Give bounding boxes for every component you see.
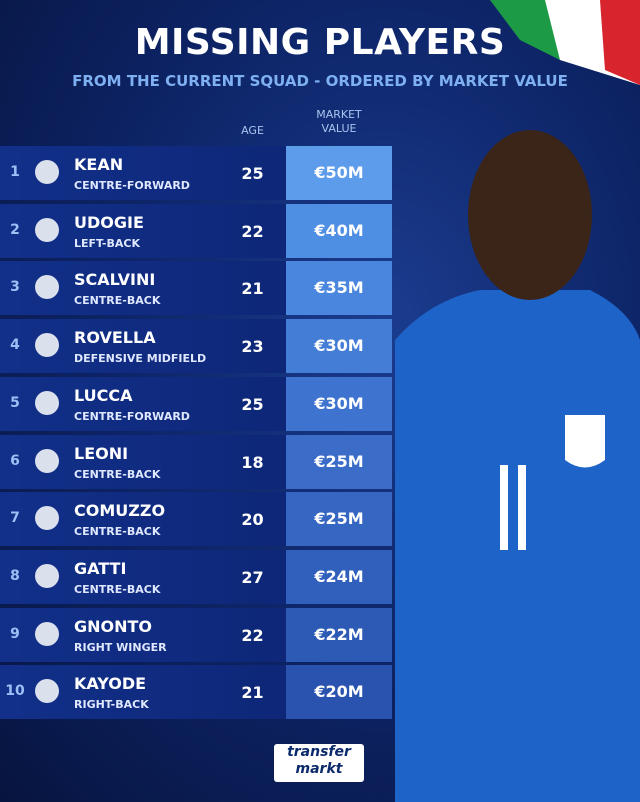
player-head bbox=[468, 130, 592, 300]
brand-logo: transfer markt bbox=[274, 744, 364, 782]
player-position: DEFENSIVE MIDFIELD bbox=[74, 352, 207, 366]
player-age: 22 bbox=[241, 625, 264, 645]
club-logo bbox=[35, 333, 59, 358]
player-name: LEONI bbox=[74, 443, 129, 463]
player-name: KAYODE bbox=[74, 674, 147, 694]
player-age: 22 bbox=[241, 221, 264, 241]
player-shirt bbox=[395, 290, 640, 802]
player-name: LUCCA bbox=[74, 385, 133, 405]
rank: 5 bbox=[10, 394, 20, 411]
market-value: €25M bbox=[286, 492, 392, 547]
club-logo bbox=[35, 621, 59, 646]
market-value: €30M bbox=[286, 319, 392, 374]
player-position: CENTRE-FORWARD bbox=[74, 409, 190, 423]
player-position: RIGHT WINGER bbox=[74, 640, 167, 654]
rank: 8 bbox=[10, 567, 20, 584]
market-value: €35M bbox=[286, 261, 392, 316]
rank: 1 bbox=[10, 164, 20, 180]
table-row: 10 KAYODE RIGHT-BACK 21 €20M bbox=[0, 665, 392, 720]
shirt-number bbox=[500, 465, 508, 550]
player-name: COMUZZO bbox=[74, 501, 166, 521]
table-row: 9 GNONTO RIGHT WINGER 22 €22M bbox=[0, 607, 392, 662]
player-name: GNONTO bbox=[74, 616, 153, 636]
player-position: CENTRE-BACK bbox=[74, 582, 161, 596]
player-position: CENTRE-BACK bbox=[74, 467, 161, 481]
player-position: CENTRE-BACK bbox=[74, 525, 161, 539]
player-age: 20 bbox=[241, 510, 264, 530]
player-name: ROVELLA bbox=[74, 328, 156, 348]
player-age: 25 bbox=[241, 394, 264, 414]
table-row: 5 LUCCA CENTRE-FORWARD 25 €30M bbox=[0, 376, 392, 431]
club-logo bbox=[35, 275, 59, 300]
rank: 10 bbox=[5, 683, 25, 700]
player-name: UDOGIE bbox=[74, 212, 144, 232]
market-value: €20M bbox=[286, 665, 392, 720]
rank: 7 bbox=[10, 510, 20, 527]
club-logo bbox=[35, 506, 59, 531]
table-row: 6 LEONI CENTRE-BACK 18 €25M bbox=[0, 434, 392, 489]
table-row: 8 GATTI CENTRE-BACK 27 €24M bbox=[0, 549, 392, 604]
club-logo bbox=[35, 448, 59, 473]
column-header: MARKET VALUE bbox=[316, 108, 362, 135]
player-position: RIGHT-BACK bbox=[74, 698, 149, 712]
club-logo bbox=[35, 563, 59, 588]
italia-badge bbox=[565, 415, 605, 468]
club-logo bbox=[35, 679, 59, 704]
table-row: 1 KEAN CENTRE-FORWARD 25 €50M bbox=[0, 146, 392, 200]
table-row: 3 SCALVINI CENTRE-BACK 21 €35M bbox=[0, 261, 392, 316]
player-age: 23 bbox=[241, 337, 264, 357]
player-name: GATTI bbox=[74, 558, 127, 578]
player-position: CENTRE-FORWARD bbox=[74, 179, 190, 192]
column-header: AGE bbox=[241, 124, 264, 137]
market-value: €40M bbox=[286, 203, 392, 258]
player-position: CENTRE-BACK bbox=[74, 294, 161, 308]
table-row: 2 UDOGIE LEFT-BACK 22 €40M bbox=[0, 203, 392, 258]
market-value: €30M bbox=[286, 376, 392, 431]
logo-text: transfer bbox=[287, 744, 351, 760]
title: MISSING PLAYERS bbox=[134, 22, 506, 63]
club-logo bbox=[35, 390, 59, 415]
market-value: €50M bbox=[286, 146, 392, 200]
market-value: €24M bbox=[286, 549, 392, 604]
player-age: 21 bbox=[241, 683, 264, 703]
rank: 6 bbox=[10, 452, 20, 469]
player-age: 21 bbox=[241, 279, 264, 299]
flag-green bbox=[490, 0, 560, 60]
player-name: SCALVINI bbox=[74, 270, 156, 290]
shirt-number bbox=[518, 465, 526, 550]
player-age: 18 bbox=[241, 452, 264, 472]
subtitle: FROM THE CURRENT SQUAD - ORDERED BY MARK… bbox=[72, 72, 568, 90]
flag-red bbox=[600, 0, 640, 85]
player-age: 27 bbox=[241, 567, 264, 587]
player-position: LEFT-BACK bbox=[74, 236, 140, 250]
table-row: 4 ROVELLA DEFENSIVE MIDFIELD 23 €30M bbox=[0, 319, 392, 374]
club-logo bbox=[35, 217, 59, 242]
table-row: 7 COMUZZO CENTRE-BACK 20 €25M bbox=[0, 492, 392, 547]
rank: 3 bbox=[10, 279, 20, 296]
rank: 9 bbox=[10, 625, 20, 642]
market-value: €25M bbox=[286, 434, 392, 489]
player-name: KEAN bbox=[74, 155, 124, 174]
logo-text: markt bbox=[295, 761, 343, 777]
club-logo bbox=[35, 160, 59, 184]
rank: 2 bbox=[10, 221, 20, 238]
rank: 4 bbox=[10, 337, 20, 354]
market-value: €22M bbox=[286, 607, 392, 662]
player-age: 25 bbox=[241, 164, 264, 183]
